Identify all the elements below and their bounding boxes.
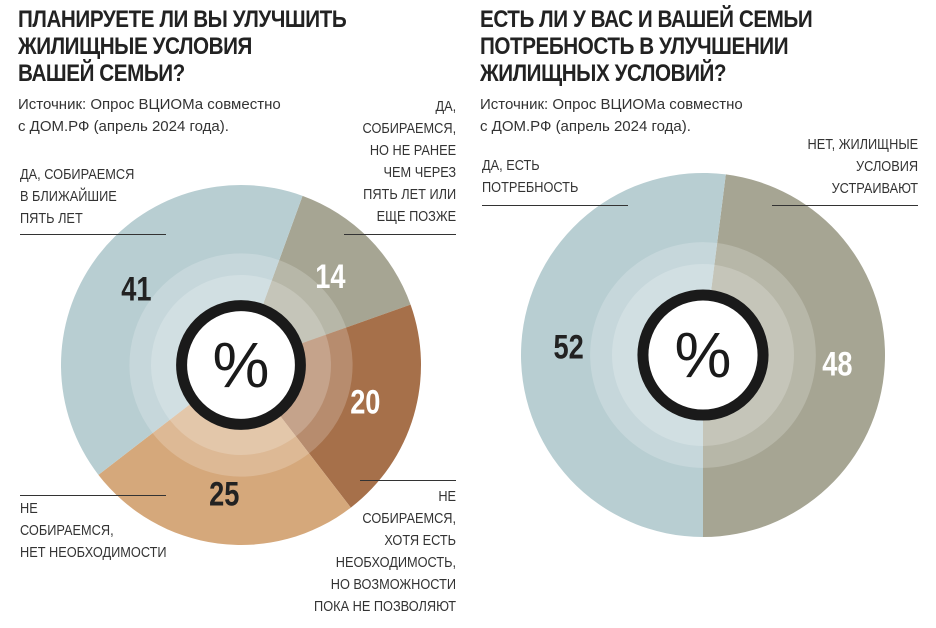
leader-no-need <box>20 495 166 496</box>
data-label: 14 <box>315 257 345 296</box>
chart-2-title: ЕСТЬ ЛИ У ВАС И ВАШЕЙ СЕМЬИ ПОТРЕБНОСТЬ … <box>480 6 813 87</box>
percent-unit: % <box>213 329 270 401</box>
label-no-need: НЕ СОБИРАЕМСЯ, НЕТ НЕОБХОДИМОСТИ <box>20 500 167 561</box>
data-label: 48 <box>822 345 852 384</box>
data-label: 52 <box>553 328 583 367</box>
label-cannot: НЕ СОБИРАЕМСЯ, ХОТЯ ЕСТЬ НЕОБХОДИМОСТЬ, … <box>314 488 456 615</box>
pie-slice <box>703 174 886 537</box>
data-label: 20 <box>350 383 380 422</box>
leader-satisfied <box>772 205 918 206</box>
pie-slice <box>521 173 726 537</box>
label-satisfied: НЕТ, ЖИЛИЩНЫЕ УСЛОВИЯ УСТРАИВАЮТ <box>807 136 918 197</box>
chart-1-source: Источник: Опрос ВЦИОМа совместно с ДОМ.Р… <box>18 96 281 135</box>
leader-later <box>344 234 456 235</box>
pie-slice <box>98 365 351 546</box>
data-label: 41 <box>121 270 151 309</box>
data-label: 25 <box>209 475 239 514</box>
label-later: ДА, СОБИРАЕМСЯ, НО НЕ РАНЕЕ ЧЕМ ЧЕРЕЗ ПЯ… <box>362 98 456 225</box>
center-circle <box>176 300 306 430</box>
leader-need <box>482 205 628 206</box>
label-need: ДА, ЕСТЬ ПОТРЕБНОСТЬ <box>482 157 579 196</box>
pie-slice <box>61 185 303 475</box>
label-soon: ДА, СОБИРАЕМСЯ В БЛИЖАЙШИЕ ПЯТЬ ЛЕТ <box>20 166 135 227</box>
chart-1-title: ПЛАНИРУЕТЕ ЛИ ВЫ УЛУЧШИТЬ ЖИЛИЩНЫЕ УСЛОВ… <box>18 6 347 87</box>
leader-soon <box>20 234 166 235</box>
percent-unit: % <box>675 319 732 391</box>
chart-2-source: Источник: Опрос ВЦИОМа совместно с ДОМ.Р… <box>480 96 743 135</box>
center-circle <box>637 289 769 421</box>
leader-cannot <box>360 480 456 481</box>
